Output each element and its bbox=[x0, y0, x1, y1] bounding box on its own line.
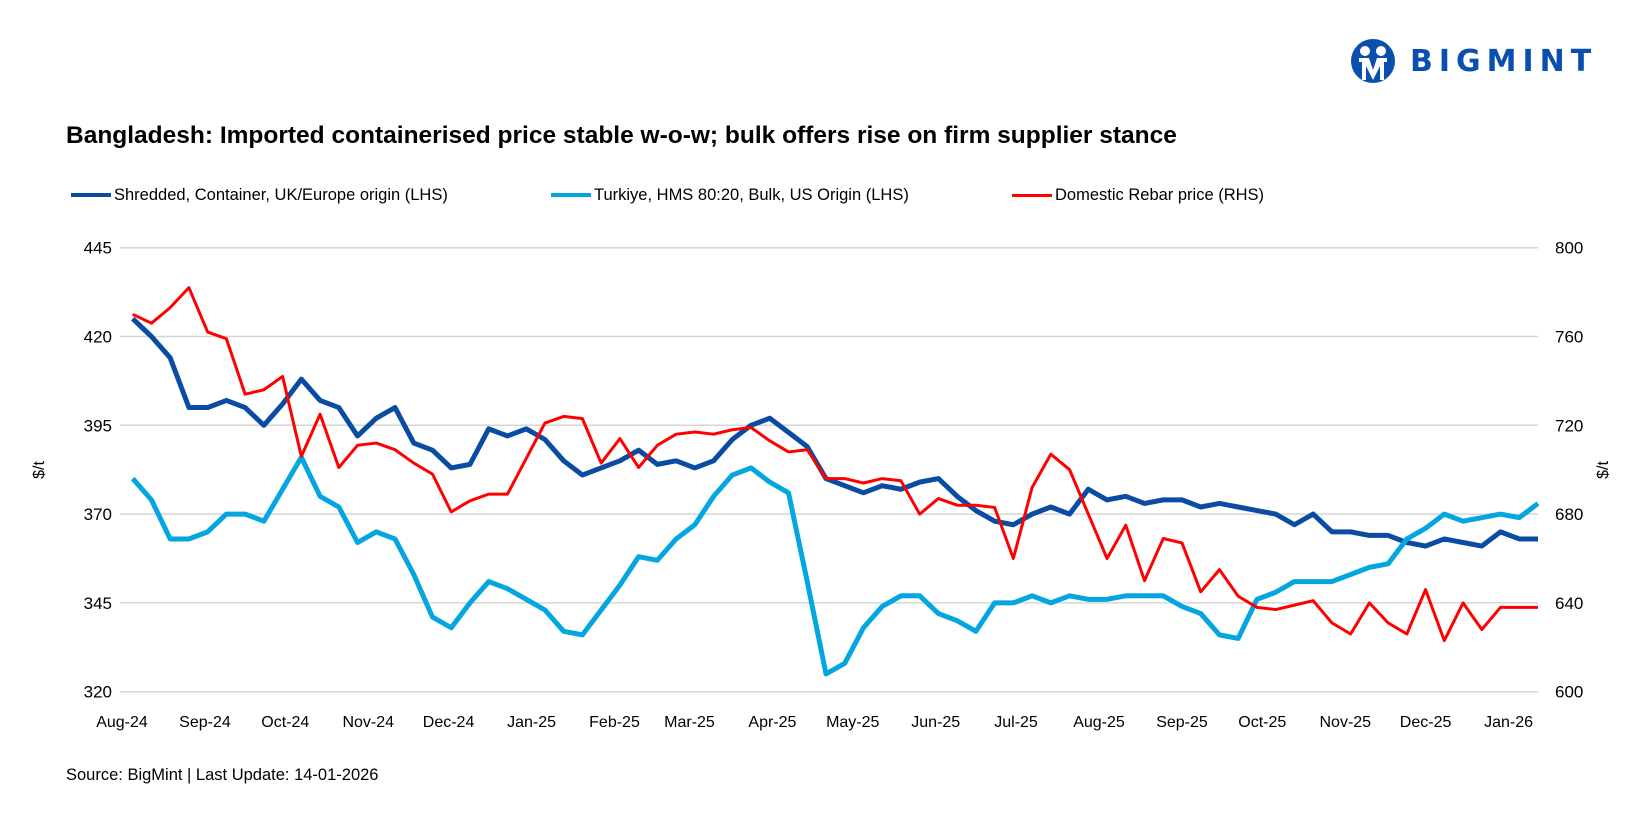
legend-label-shredded: Shredded, Container, UK/Europe origin (L… bbox=[114, 185, 448, 204]
legend-item-turkiye: Turkiye, HMS 80:20, Bulk, US Origin (LHS… bbox=[551, 185, 909, 205]
x-tick-label: Mar-25 bbox=[664, 714, 715, 731]
y-tick-label-right: 640 bbox=[1555, 594, 1583, 613]
legend-item-shredded: Shredded, Container, UK/Europe origin (L… bbox=[71, 185, 448, 205]
x-tick-label: Oct-24 bbox=[261, 714, 309, 731]
x-tick-label: Sep-25 bbox=[1156, 714, 1208, 731]
y-tick-label-left: 420 bbox=[84, 328, 112, 347]
series-line-0 bbox=[130, 316, 1538, 549]
chart-title: Bangladesh: Imported containerised price… bbox=[66, 122, 1177, 149]
legend-label-turkiye: Turkiye, HMS 80:20, Bulk, US Origin (LHS… bbox=[594, 185, 909, 204]
x-tick-label: Jan-26 bbox=[1484, 714, 1533, 731]
bigmint-logo: BIGMINT bbox=[1350, 38, 1597, 84]
bigmint-logo-icon bbox=[1351, 39, 1395, 83]
x-tick-label: Aug-24 bbox=[96, 714, 148, 731]
x-tick-label: Dec-25 bbox=[1400, 714, 1452, 731]
x-tick-label: Oct-25 bbox=[1238, 714, 1286, 731]
y-axis-label-left: $/t bbox=[31, 461, 48, 479]
x-tick-label: Nov-25 bbox=[1319, 714, 1371, 731]
legend-swatch-turkiye bbox=[551, 193, 591, 197]
legend-swatch-rebar bbox=[1012, 193, 1052, 197]
legend-item-rebar: Domestic Rebar price (RHS) bbox=[1012, 185, 1264, 205]
x-tick-label: Jul-25 bbox=[994, 714, 1038, 731]
series-line-2 bbox=[132, 286, 1538, 643]
y-axis-label-right: $/t bbox=[1595, 461, 1612, 479]
legend-label-rebar: Domestic Rebar price (RHS) bbox=[1055, 185, 1265, 204]
y-tick-label-right: 600 bbox=[1555, 683, 1583, 702]
legend-swatch-shredded bbox=[71, 193, 111, 197]
y-tick-label-left: 320 bbox=[84, 683, 112, 702]
y-tick-label-right: 800 bbox=[1555, 239, 1583, 258]
x-tick-label: Apr-25 bbox=[748, 714, 796, 731]
x-tick-label: Jun-25 bbox=[911, 714, 960, 731]
y-tick-label-left: 445 bbox=[84, 239, 112, 258]
y-tick-label-left: 345 bbox=[84, 594, 112, 613]
x-tick-label: Nov-24 bbox=[342, 714, 394, 731]
y-tick-label-left: 395 bbox=[84, 416, 112, 435]
y-tick-label-right: 680 bbox=[1555, 505, 1583, 524]
x-tick-label: Feb-25 bbox=[589, 714, 640, 731]
x-tick-label: Sep-24 bbox=[179, 714, 231, 731]
bigmint-logo-text: BIGMINT bbox=[1410, 43, 1598, 79]
x-tick-label: Jan-25 bbox=[507, 714, 556, 731]
x-tick-label: Aug-25 bbox=[1073, 714, 1125, 731]
x-tick-label: Dec-24 bbox=[423, 714, 475, 731]
y-tick-label-right: 760 bbox=[1555, 328, 1583, 347]
series-line-1 bbox=[130, 454, 1540, 677]
source-note: Source: BigMint | Last Update: 14-01-202… bbox=[66, 766, 379, 784]
x-tick-label: May-25 bbox=[826, 714, 879, 731]
y-tick-label-left: 370 bbox=[84, 505, 112, 524]
y-tick-label-right: 720 bbox=[1555, 416, 1583, 435]
